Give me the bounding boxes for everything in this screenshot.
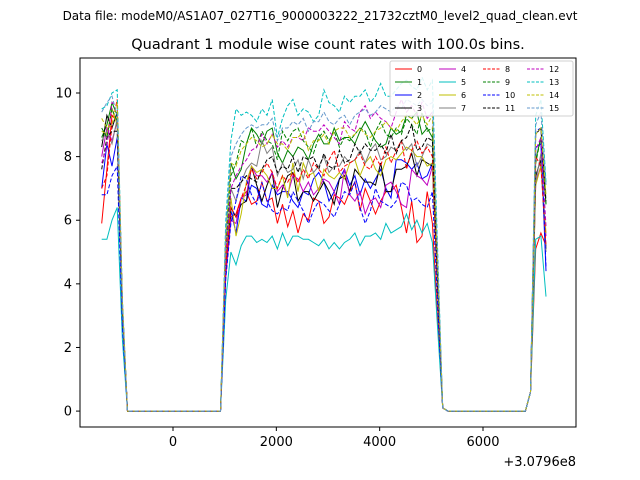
legend-label: 0: [417, 65, 422, 74]
legend-label: 3: [417, 104, 422, 113]
legend-label: 6: [461, 91, 466, 100]
legend-label: 13: [549, 78, 559, 87]
y-tick-label: 0: [64, 405, 72, 420]
series-15-line: [101, 95, 547, 412]
legend-label: 14: [549, 91, 559, 100]
y-tick-label: 2: [64, 341, 72, 356]
y-tick-label: 10: [55, 86, 72, 101]
series-layer: [101, 75, 547, 412]
legend-label: 10: [505, 91, 515, 100]
chart-title: Quadrant 1 module wise count rates with …: [131, 37, 525, 53]
x-tick-label: 0: [169, 435, 177, 450]
legend-label: 2: [417, 91, 422, 100]
y-tick-label: 6: [64, 214, 72, 229]
y-tick-label: 8: [64, 150, 72, 165]
series-13-line: [101, 75, 547, 412]
series-10-line: [101, 127, 547, 412]
legend-label: 1: [417, 78, 422, 87]
legend-label: 7: [461, 104, 466, 113]
y-axis: 0 2 4 6 8 10: [55, 86, 80, 420]
legend-label: 15: [549, 104, 559, 113]
legend-box: [389, 60, 574, 117]
legend-label: 9: [505, 78, 510, 87]
legend-label: 8: [505, 65, 510, 74]
legend-label: 4: [461, 65, 466, 74]
x-tick-label: 6000: [466, 435, 499, 450]
plot-frame: [79, 57, 577, 428]
chart-suptitle: Data file: modeM0/AS1A07_027T16_90000032…: [63, 9, 578, 23]
x-tick-label: 2000: [260, 435, 293, 450]
legend-label: 12: [549, 65, 559, 74]
legend-label: 11: [505, 104, 515, 113]
legend-label: 5: [461, 78, 466, 87]
x-tick-label: 4000: [363, 435, 396, 450]
x-offset-label: +3.0796e8: [503, 455, 576, 470]
y-tick-label: 4: [64, 277, 72, 292]
x-axis: 0 2000 4000 6000: [169, 427, 500, 450]
